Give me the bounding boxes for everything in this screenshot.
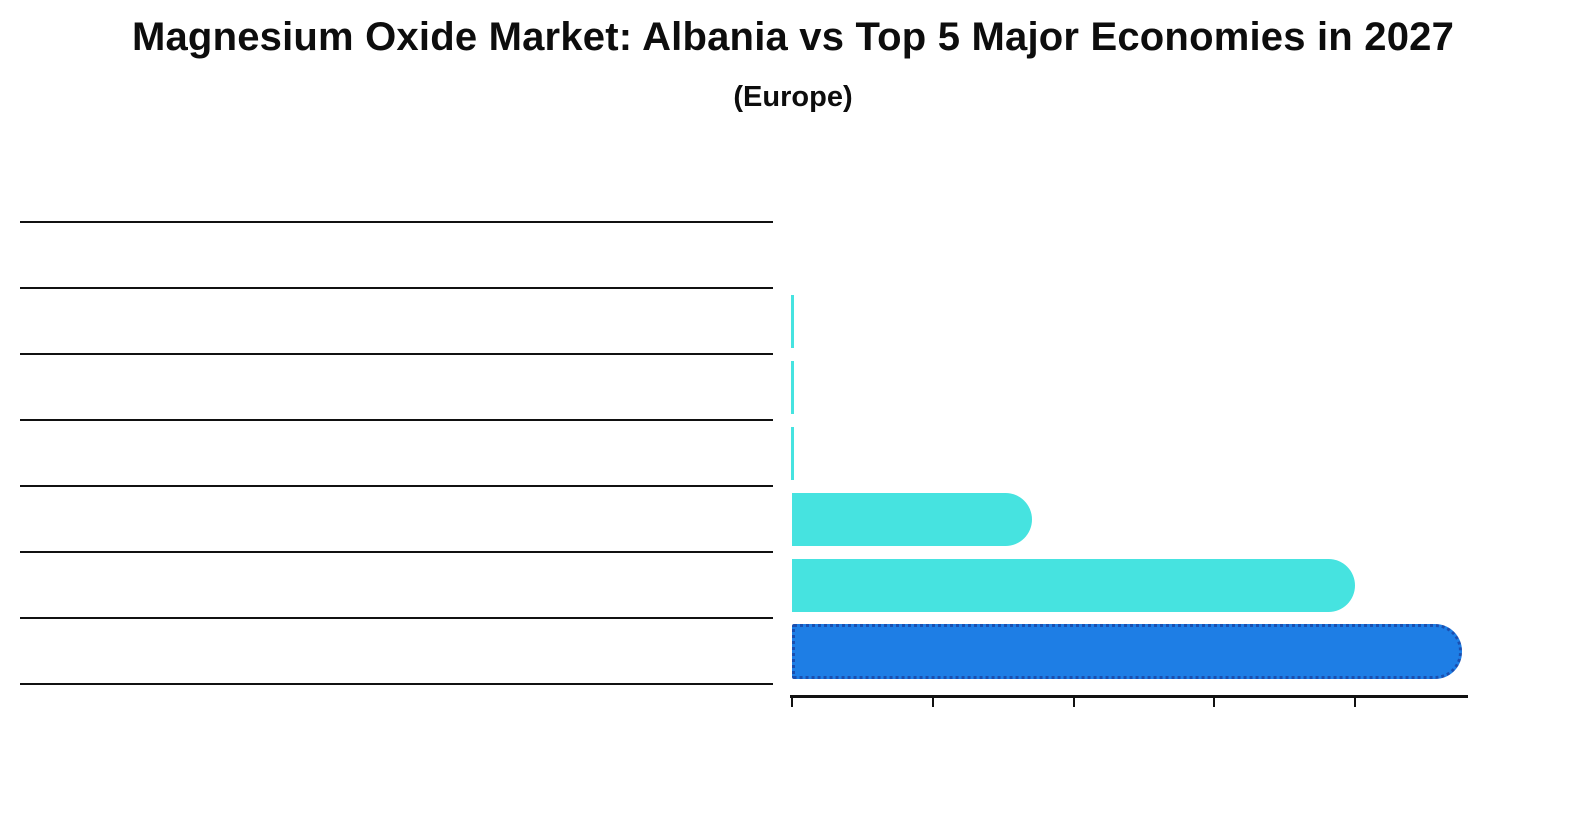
table-cell-product bbox=[274, 506, 514, 532]
x-axis-tick bbox=[1213, 698, 1216, 707]
bar-italy bbox=[792, 492, 1033, 546]
table-divider bbox=[20, 419, 773, 421]
table-cell-life_cycle bbox=[520, 506, 760, 532]
x-axis-line bbox=[790, 695, 1468, 698]
table-divider bbox=[20, 287, 773, 289]
chart-title: Magnesium Oxide Market: Albania vs Top 5… bbox=[131, 15, 1455, 59]
x-axis-tick bbox=[931, 698, 934, 707]
bar-value-label bbox=[1482, 636, 1586, 666]
table-cell-country bbox=[27, 374, 267, 400]
table-divider bbox=[20, 617, 773, 619]
table-cell-life_cycle bbox=[520, 638, 760, 664]
bar-france bbox=[791, 426, 794, 480]
table-cell-life_cycle bbox=[520, 308, 760, 334]
table-cell-country bbox=[27, 638, 267, 664]
bar-value-label bbox=[1482, 372, 1586, 402]
table-cell-product bbox=[274, 440, 514, 466]
table-header-life-cycle bbox=[530, 241, 750, 269]
table-divider bbox=[20, 683, 773, 685]
x-axis-tick bbox=[1354, 698, 1356, 707]
chart-subtitle: (Europe) bbox=[733, 81, 853, 113]
bar-germany bbox=[791, 294, 794, 348]
table-cell-country bbox=[27, 308, 267, 334]
bar-albania bbox=[792, 623, 1462, 679]
table-cell-life_cycle bbox=[520, 374, 760, 400]
bar-value-label bbox=[1482, 306, 1586, 336]
x-axis-tick bbox=[1072, 698, 1075, 707]
table-cell-country bbox=[27, 572, 267, 598]
table-header-country bbox=[37, 241, 257, 269]
table-cell-product bbox=[274, 638, 514, 664]
bar-united-kingdom bbox=[791, 360, 794, 414]
bar-value-label bbox=[1482, 570, 1586, 600]
table-divider bbox=[20, 551, 773, 553]
table-cell-life_cycle bbox=[520, 440, 760, 466]
bar-value-label bbox=[1482, 504, 1586, 534]
table-header-product bbox=[284, 241, 504, 269]
bar-russia bbox=[792, 558, 1355, 612]
table-cell-country bbox=[27, 506, 267, 532]
table-divider bbox=[20, 485, 773, 487]
table-cell-country bbox=[27, 440, 267, 466]
table-cell-product bbox=[274, 374, 514, 400]
table-divider bbox=[20, 221, 773, 223]
bar-value-label bbox=[1482, 438, 1586, 468]
table-cell-life_cycle bbox=[520, 572, 760, 598]
x-axis-tick bbox=[791, 698, 793, 707]
table-cell-product bbox=[274, 308, 514, 334]
table-cell-product bbox=[274, 572, 514, 598]
table-divider bbox=[20, 353, 773, 355]
